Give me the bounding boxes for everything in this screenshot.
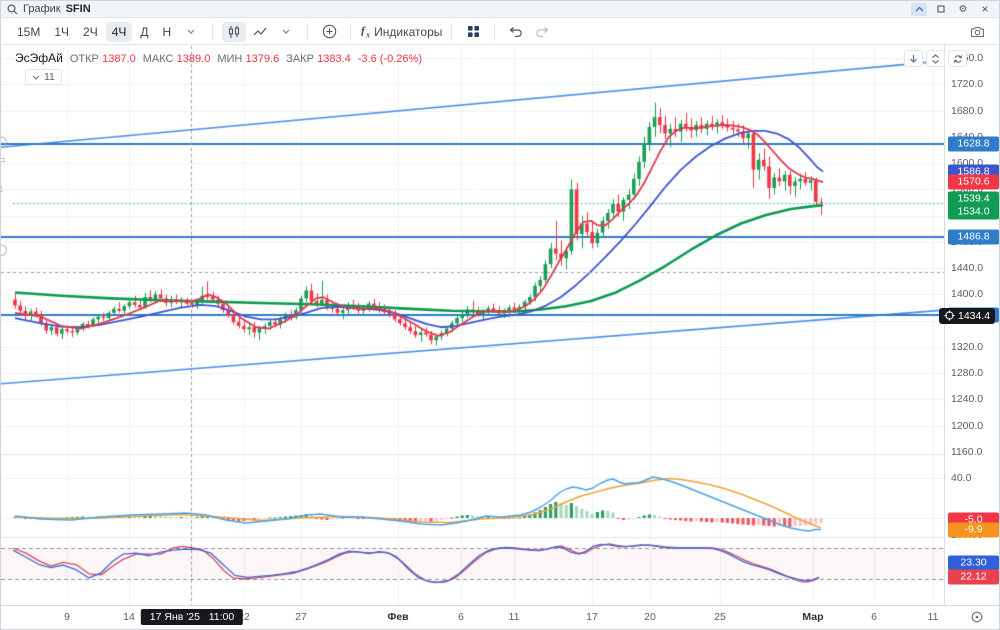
price-tick: 1680.0 <box>951 104 984 117</box>
price-tick: 1320.0 <box>951 340 984 353</box>
time-tick: 11 <box>508 611 520 623</box>
indicator-axis-tick: 40.0 <box>951 472 972 484</box>
legend-high-label: МАКС <box>142 53 174 65</box>
left-toolbar-cropped: ◔ ◯ ▭ ↯ ◯ ▯ ⌐ <box>1 45 9 465</box>
price-tick: 1400.0 <box>951 288 984 301</box>
price-level-label: 1486.8 <box>948 229 999 245</box>
legend-low-label: МИН <box>217 53 243 65</box>
window-title: График <box>23 3 61 15</box>
time-tick: 27 <box>295 611 307 623</box>
legend-open-value: 1387.0 <box>102 53 136 65</box>
time-tick: Мар <box>802 611 824 623</box>
cropped-tool-icon: ↯ <box>1 183 4 196</box>
price-tick: 1280.0 <box>951 367 984 380</box>
timeframe-day[interactable]: Д <box>140 24 149 39</box>
price-tick: 1200.0 <box>951 419 984 432</box>
window-symbol: SFIN <box>65 3 91 15</box>
scroll-to-recent-icon[interactable] <box>904 50 923 67</box>
style-dropdown-chevron-icon[interactable] <box>274 22 298 42</box>
toolbar-separator <box>307 22 309 41</box>
time-tick: 25 <box>714 611 726 623</box>
stoch-value-label: 22.12 <box>948 569 999 585</box>
toolbar-separator <box>451 22 453 41</box>
price-tick: 1240.0 <box>951 393 984 406</box>
maximize-pane-icon[interactable] <box>948 50 967 67</box>
time-tick: 9 <box>64 611 70 623</box>
chart-area: ◔ ◯ ▭ ↯ ◯ ▯ ⌐ ЭсЭфАй ОТКР 1387.0 МАКС 13… <box>1 45 999 605</box>
time-axis[interactable]: 17 Янв '25 11:00 9 14 22 27 Фев 6 11 17 20 25 Мар 6… <box>1 605 999 629</box>
cropped-tool-icon: ◯ <box>1 135 7 148</box>
price-level-label: 1570.6 <box>948 174 999 190</box>
timeframe-dropdown-chevron-icon[interactable] <box>179 22 203 42</box>
time-tick: 17 <box>586 611 598 623</box>
screenshot-camera-icon[interactable] <box>965 22 989 42</box>
compare-add-icon[interactable] <box>317 22 341 42</box>
indicators-button[interactable]: Индикаторы <box>374 24 443 39</box>
time-axis-settings-icon[interactable] <box>971 611 983 623</box>
pane-controls <box>904 50 967 67</box>
time-tick: 22 <box>238 611 250 623</box>
price-tick: 1720.0 <box>951 78 984 91</box>
legend-close-value: 1383.4 <box>317 53 351 65</box>
indicators-count: 11 <box>44 71 55 83</box>
cropped-tool-icon: ▭ <box>1 153 5 166</box>
time-tick: 6 <box>871 611 877 623</box>
timeframe-2h[interactable]: 2Ч <box>83 24 98 39</box>
crosshair-target-icon <box>944 310 955 321</box>
stoch-value-label: 23.30 <box>948 555 999 571</box>
search-icon[interactable] <box>7 3 18 15</box>
chevron-down-icon <box>32 75 40 80</box>
window-settings-gear-icon[interactable]: ⚙ <box>958 3 968 15</box>
time-tick: Фев <box>387 611 409 623</box>
toolbar-separator <box>350 22 352 41</box>
cropped-tool-icon: ◯ <box>1 243 7 256</box>
candlestick-style-icon[interactable] <box>222 21 247 42</box>
legend-low-value: 1379.6 <box>245 53 280 65</box>
redo-icon[interactable] <box>530 22 554 42</box>
layout-grid-icon[interactable] <box>461 22 485 42</box>
symbol-legend: ЭсЭфАй ОТКР 1387.0 МАКС 1389.0 МИН 1379.… <box>15 51 422 65</box>
price-tick: 1440.0 <box>951 262 984 275</box>
price-axis[interactable]: 1760.01720.01680.01640.01600.01560.01520… <box>944 45 999 605</box>
legend-open-label: ОТКР <box>69 53 99 65</box>
collapse-pane-icon[interactable] <box>926 50 945 67</box>
indicators-fx-icon[interactable]: ƒx <box>360 23 371 40</box>
timeframe-1h[interactable]: 1Ч <box>54 24 70 39</box>
indicators-collapse-button[interactable]: 11 <box>25 69 62 85</box>
collapse-window-icon[interactable] <box>911 2 927 16</box>
price-level-label: 1628.8 <box>948 136 999 152</box>
line-style-icon[interactable] <box>248 22 272 42</box>
legend-close-label: ЗАКР <box>286 53 314 65</box>
toolbar-separator <box>212 22 214 41</box>
macd-value-label: -9.9 <box>948 522 999 538</box>
price-level-label: 1539.4 <box>948 191 999 207</box>
legend-symbol-name[interactable]: ЭсЭфАй <box>15 51 63 65</box>
time-tick: 11 <box>927 611 939 623</box>
toolbar-separator <box>494 22 496 41</box>
timeframe-week[interactable]: Н <box>162 24 172 39</box>
cropped-tool-icon: ◔ <box>1 93 2 105</box>
time-tick: 14 <box>123 611 135 623</box>
undo-icon[interactable] <box>504 22 528 42</box>
close-window-icon[interactable]: × <box>981 2 989 16</box>
chart-toolbar: 15M 1Ч 2Ч 4Ч Д Н ƒx Индикаторы <box>1 19 999 45</box>
time-tick: 6 <box>458 611 464 623</box>
price-tick: 1160.0 <box>951 446 983 458</box>
crosshair-time-label: 17 Янв '25 11:00 <box>140 609 244 625</box>
price-level-label: 1534.0 <box>948 204 999 220</box>
chart-canvas[interactable] <box>1 45 944 605</box>
timeframe-4h[interactable]: 4Ч <box>105 21 133 42</box>
crosshair-price-label: 1434.4 <box>939 307 996 324</box>
time-tick: 20 <box>644 611 656 623</box>
legend-high-value: 1389.0 <box>176 53 211 65</box>
titlebar: График SFIN ⚙ × <box>1 1 999 18</box>
maximize-window-icon[interactable] <box>933 3 949 16</box>
timeframe-15m[interactable]: 15M <box>17 24 41 39</box>
legend-change-value: -3.6 (-0.26%) <box>357 53 422 65</box>
